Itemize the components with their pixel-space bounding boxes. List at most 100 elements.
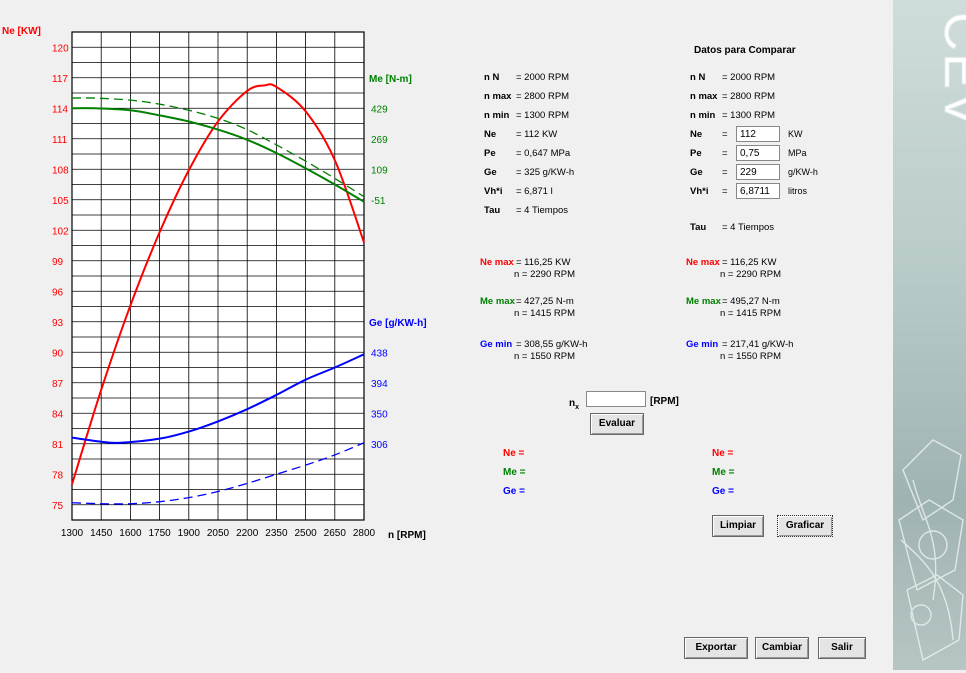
nx-input[interactable] [586,391,646,407]
cev-logo-text: CEV [933,12,966,129]
series-line-ge [71,353,365,444]
compare-spec-key: n min [690,110,716,121]
y-tick-label-ne: 105 [52,196,69,207]
ge-min-rpm: n = 1550 RPM [514,351,575,362]
y-tick-label-me: -51 [371,196,386,207]
spec-value: = 2800 RPM [516,91,570,102]
compare-input-pe[interactable] [736,145,780,161]
compare-ne-max-value: = 116,25 KW [722,257,777,268]
compare-tau-key: Tau [690,222,707,233]
logo-panel: CEV [893,0,966,670]
x-tick-label: 1900 [178,528,201,539]
compare-input-unit: KW [788,129,803,139]
compare-spec-value: = 2800 RPM [722,91,776,102]
y-tick-label-ne: 114 [52,104,68,115]
ne-max-label: Ne max [480,257,514,268]
y-tick-label-ne: 108 [52,165,69,176]
spec-value: = 1300 RPM [516,110,570,121]
compare-input-key: Ge [690,167,703,178]
x-tick-label: 1600 [119,528,142,539]
compare-ne-max-label: Ne max [686,257,720,268]
compare-me-result: Me = [712,467,735,478]
nx-label: nx [569,398,580,411]
ge-min-value: = 308,55 g/KW-h [516,339,588,350]
x-tick-label: 2200 [236,528,259,539]
y-tick-label-ne: 102 [52,226,69,237]
cambiar-button[interactable]: Cambiar [755,637,809,659]
compare-input-ne[interactable] [736,126,780,142]
series-line-me [71,107,365,203]
spec-key: Vh*i [484,186,503,197]
x-axis-label: n [RPM] [388,530,426,541]
salir-button[interactable]: Salir [818,637,866,659]
compare-input-unit: MPa [788,148,807,158]
y-tick-label-ne: 117 [52,74,68,85]
y-tick-label-ne: 78 [52,470,64,481]
y-tick-label-me: 429 [371,104,388,115]
compare-input-key: Vh*i [690,186,709,197]
me-result: Me = [503,467,526,478]
ne-result: Ne = [503,448,525,459]
limpiar-button[interactable]: Limpiar [712,515,764,537]
ge-axis-label: Ge [g/KW-h] [369,318,427,329]
spec-value: = 112 KW [516,129,558,140]
y-tick-label-ge: 438 [371,348,388,359]
spec-value: = 2000 RPM [516,72,570,83]
spec-value: = 4 Tiempos [516,205,569,216]
compare-spec-value: = 2000 RPM [722,72,776,83]
x-tick-label: 2650 [324,528,347,539]
series-line-ge2 [71,442,365,505]
x-tick-label: 1300 [61,528,84,539]
compare-input-vhi[interactable] [736,183,780,199]
me-axis-label: Me [N-m] [369,74,412,85]
y-tick-label-ne: 81 [52,440,64,451]
compare-spec-key: n N [690,72,706,83]
ne-max-value: = 116,25 KW [516,257,571,268]
y-tick-label-ne: 111 [52,135,68,146]
compare-input-ge[interactable] [736,164,780,180]
compare-input-key: Ne [690,129,703,140]
cev-logo: CEV [898,12,966,662]
compare-ge-min-rpm: n = 1550 RPM [720,351,781,362]
y-tick-label-ne: 120 [52,43,69,54]
compare-me-max-rpm: n = 1415 RPM [720,308,781,319]
spec-key: Ge [484,167,497,178]
equals-sign: = [722,186,728,197]
evaluar-button[interactable]: Evaluar [590,413,644,435]
x-tick-label: 2350 [265,528,288,539]
spec-key: Tau [484,205,501,216]
spec-key: Pe [484,148,496,159]
x-tick-label: 1450 [90,528,113,539]
series-line-ne [71,83,365,485]
ne-max-rpm: n = 2290 RPM [514,269,575,280]
x-tick-label: 2800 [353,528,376,539]
spec-key: n min [484,110,510,121]
engine-characteristics-chart: 1300 1450 1600 1750 1900 2050 2200 2350 2500 2650… [2,26,427,541]
exportar-button[interactable]: Exportar [684,637,748,659]
y-tick-label-ge: 306 [371,440,388,451]
engine-sketch-icon [898,439,964,662]
y-tick-label-ge: 394 [371,379,388,390]
me-max-rpm: n = 1415 RPM [514,308,575,319]
graficar-button[interactable]: Graficar [777,515,833,537]
spec-value: = 6,871 l [516,186,553,197]
rpm-unit-label: [RPM] [650,396,679,407]
compare-input-unit: litros [788,186,808,196]
x-tick-label: 2050 [207,528,230,539]
compare-me-max-value: = 495,27 N-m [722,296,780,307]
spec-value: = 0,647 MPa [516,148,571,159]
ne-axis-label: Ne [KW] [2,26,41,37]
series-line-me2 [71,97,365,198]
spec-key: Ne [484,129,497,140]
ge-result: Ge = [503,486,525,497]
compare-input-key: Pe [690,148,702,159]
compare-input-unit: g/KW-h [788,167,818,177]
compare-spec-value: = 1300 RPM [722,110,776,121]
equals-sign: = [722,148,728,159]
y-tick-label-me: 109 [371,165,388,176]
compare-title: Datos para Comparar [694,45,796,56]
equals-sign: = [722,129,728,140]
me-max-value: = 427,25 N-m [516,296,574,307]
y-tick-label-me: 269 [371,135,388,146]
me-max-label: Me max [480,296,515,307]
